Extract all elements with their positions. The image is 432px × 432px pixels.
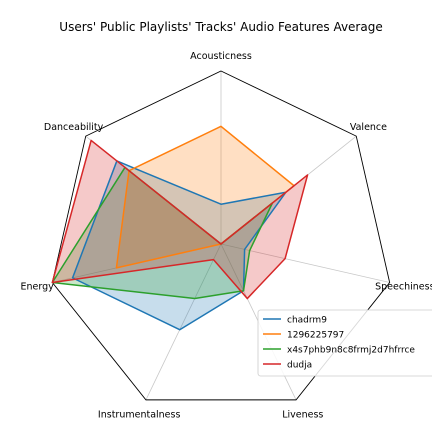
axis-labels: Acousticness Valence Speechiness Liveness In…: [21, 51, 432, 420]
series-layer: [51, 125, 309, 331]
legend-label-x4s7phb9n8c8frmj2d7hfrrce: x4s7phb9n8c8frmj2d7hfrrce: [287, 345, 415, 355]
radar-frame: [51, 70, 391, 401]
legend-label-dudja: dudja: [287, 360, 312, 370]
axis-label-speechiness: Speechiness: [375, 281, 432, 292]
spoke-instrumentalness: [145, 243, 222, 401]
axis-label-valence: Valence: [350, 122, 387, 133]
axis-label-instrumentalness: Instrumentalness: [98, 409, 181, 420]
series-line-x4s7phb9n8c8frmj2d7hfrrce: [51, 166, 274, 300]
series-area-x4s7phb9n8c8frmj2d7hfrrce: [52, 167, 273, 299]
chart-title: Users' Public Playlists' Tracks' Audio F…: [59, 20, 382, 34]
series-line-1296225797: [115, 125, 295, 269]
legend: chadrm9 1296225797 x4s7phb9n8c8frmj2d7hfrr…: [257, 309, 432, 377]
axis-label-energy: Energy: [21, 281, 55, 292]
series-line-chadrm9: [71, 160, 287, 331]
legend-label-chadrm9: chadrm9: [287, 315, 327, 325]
legend-label-1296225797: 1296225797: [287, 330, 344, 340]
axis-label-acousticness: Acousticness: [190, 51, 252, 62]
axis-label-danceability: Danceability: [44, 122, 104, 133]
axis-label-liveness: Liveness: [282, 409, 323, 420]
series-line-dudja: [51, 139, 309, 300]
series-area-chadrm9: [72, 160, 286, 330]
legend-box: [257, 309, 432, 377]
